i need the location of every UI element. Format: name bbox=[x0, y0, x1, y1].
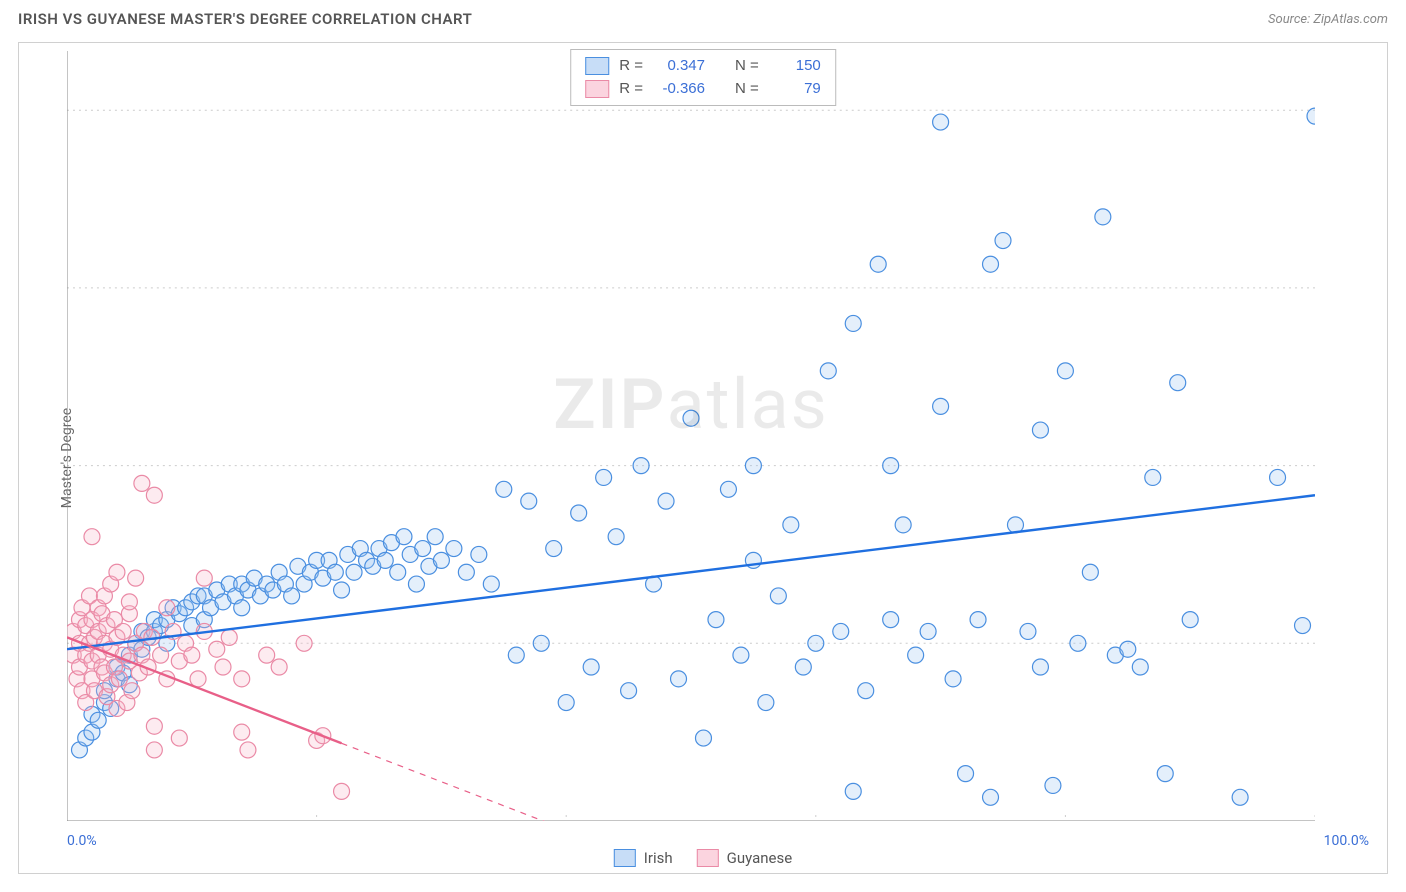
stats-swatch-guyanese bbox=[585, 80, 609, 98]
x-end-label: 100.0% bbox=[1324, 833, 1369, 849]
legend-item-irish: Irish bbox=[614, 849, 673, 867]
chart-container: Master's Degree 15.0%30.0%45.0%60.0% ZIP… bbox=[18, 42, 1388, 874]
legend-swatch-irish bbox=[614, 849, 636, 867]
legend-swatch-guyanese bbox=[697, 849, 719, 867]
stats-r-label: R = bbox=[619, 54, 643, 77]
source-label: Source: ZipAtlas.com bbox=[1268, 12, 1388, 27]
stats-row-guyanese: R = -0.366 N = 79 bbox=[585, 77, 821, 100]
legend-label-irish: Irish bbox=[644, 849, 673, 867]
legend-item-guyanese: Guyanese bbox=[697, 849, 793, 867]
stats-n-label: N = bbox=[735, 54, 759, 77]
stats-swatch-irish bbox=[585, 57, 609, 75]
x-origin-label: 0.0% bbox=[67, 833, 97, 849]
stats-box: R = 0.347 N = 150 R = -0.366 N = 79 bbox=[570, 49, 836, 106]
stats-row-irish: R = 0.347 N = 150 bbox=[585, 54, 821, 77]
legend: Irish Guyanese bbox=[614, 849, 792, 867]
stats-n-label: N = bbox=[735, 77, 759, 100]
legend-label-guyanese: Guyanese bbox=[727, 849, 793, 867]
stats-n-value-guyanese: 79 bbox=[769, 77, 821, 100]
stats-r-value-irish: 0.347 bbox=[653, 54, 705, 77]
plot-area: 15.0%30.0%45.0%60.0% ZIPatlas bbox=[67, 51, 1315, 821]
header: IRISH VS GUYANESE MASTER'S DEGREE CORREL… bbox=[0, 0, 1406, 34]
chart-title: IRISH VS GUYANESE MASTER'S DEGREE CORREL… bbox=[18, 10, 472, 28]
stats-r-label: R = bbox=[619, 77, 643, 100]
stats-r-value-guyanese: -0.366 bbox=[653, 77, 705, 100]
stats-n-value-irish: 150 bbox=[769, 54, 821, 77]
